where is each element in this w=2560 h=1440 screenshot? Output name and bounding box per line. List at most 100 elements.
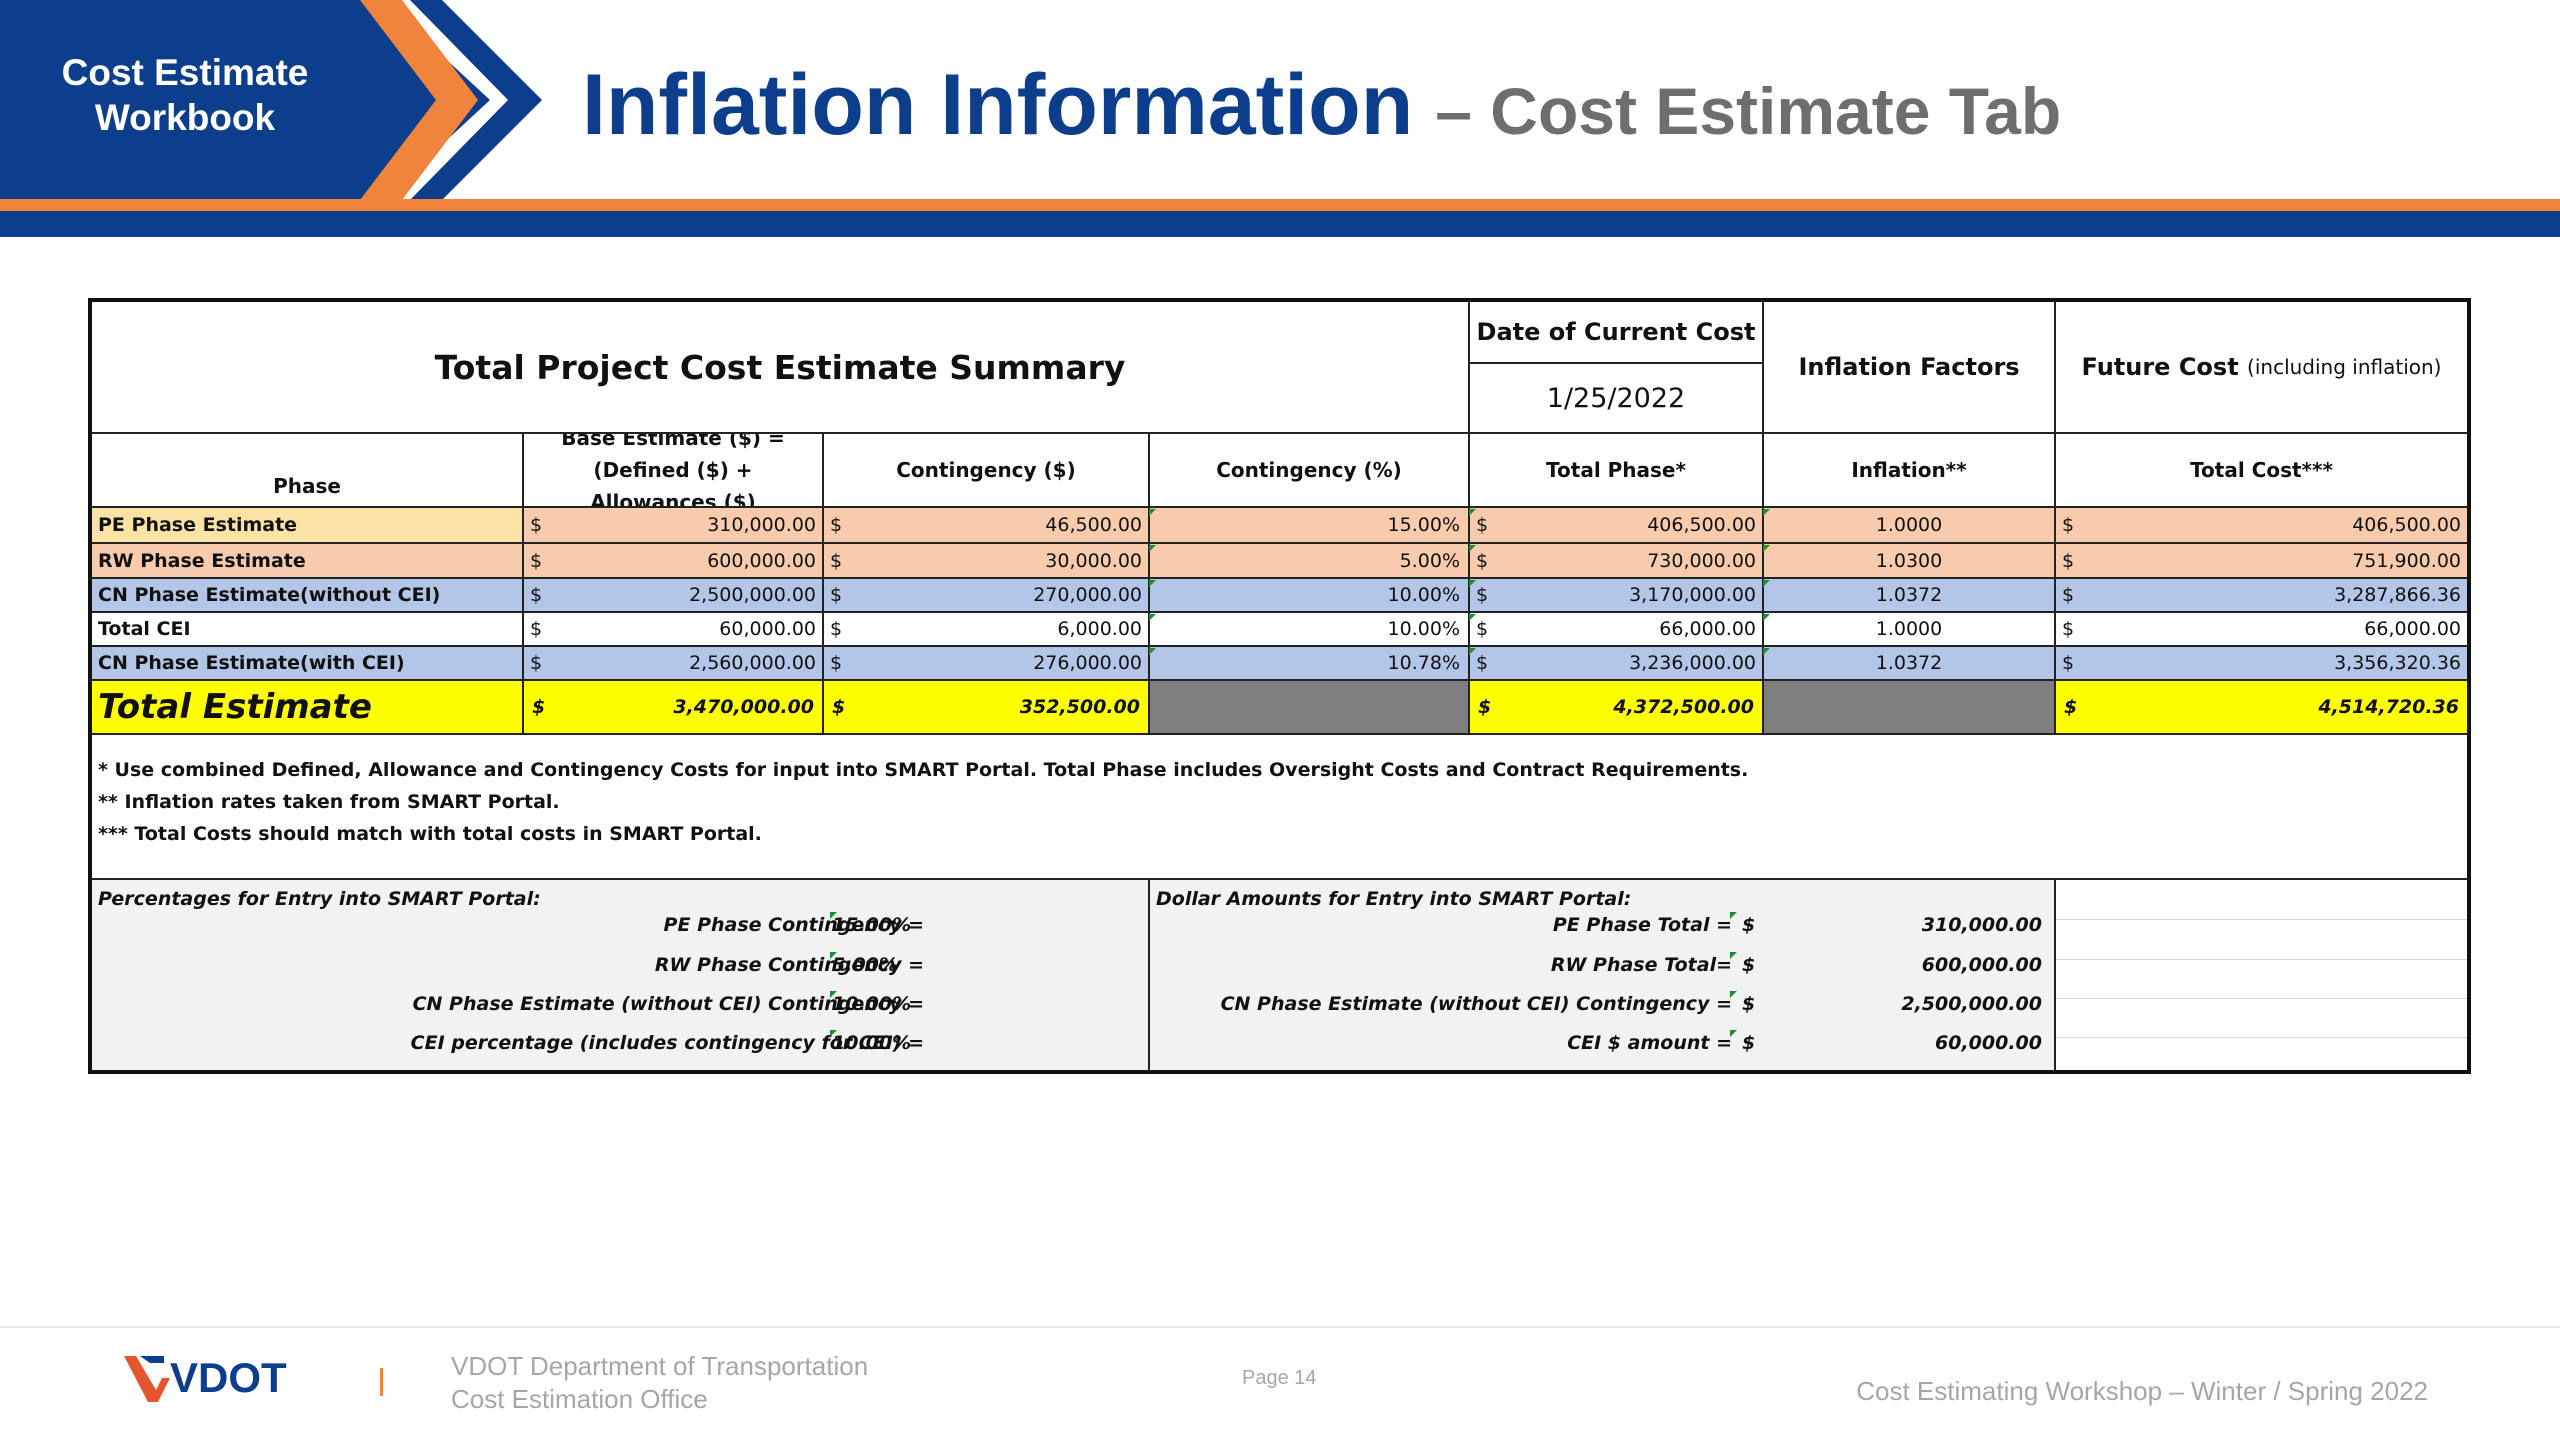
contingency-pct-cell: 10.00% (1148, 579, 1468, 613)
future-cost-header: Future Cost (including inflation) (2054, 302, 2467, 434)
note-1: * Use combined Defined, Allowance and Co… (98, 759, 1749, 781)
percent-entry-value: 10.00% (832, 993, 912, 1015)
chevron-arrow-icon (330, 0, 542, 200)
currency-symbol: $ (1476, 652, 1489, 674)
total-phase-cell: $406,500.00 (1468, 508, 1762, 544)
comment-marker-icon (1763, 614, 1770, 621)
total-cost-cell: $406,500.00 (2054, 508, 2467, 544)
header-orange-stripe (0, 199, 2560, 211)
currency-symbol: $ (830, 652, 843, 674)
currency-symbol: $ (830, 514, 843, 536)
comment-marker-icon (1469, 545, 1476, 552)
contingency-amount-cell: $276,000.00 (822, 647, 1148, 681)
future-cost-header-main: Future Cost (2081, 353, 2239, 381)
footer-event: Cost Estimating Workshop – Winter / Spri… (1856, 1376, 2428, 1406)
currency-symbol: $ (530, 584, 543, 606)
percent-entry-title: Percentages for Entry into SMART Portal: (98, 888, 541, 910)
currency-symbol: $ (830, 549, 843, 572)
currency-symbol: $ (1476, 549, 1489, 572)
total-base-cell: $3,470,000.00 (522, 681, 822, 735)
comment-marker-icon (1730, 952, 1737, 959)
col-header-contingency-pct: Contingency (%) (1148, 434, 1468, 508)
total-cost-cell: $3,287,866.36 (2054, 579, 2467, 613)
comment-marker-icon (1763, 545, 1770, 552)
col-header-base: Base Estimate ($) = (Defined ($) + Allow… (522, 434, 822, 508)
total-value: 352,500.00 (1019, 696, 1140, 718)
dollar-entry-currency: $ (1742, 993, 1756, 1015)
row-label: CN Phase Estimate(with CEI) (92, 647, 522, 681)
workbook-badge-text: Cost Estimate Workbook (61, 52, 309, 138)
currency-symbol: $ (1476, 618, 1489, 640)
total-pct-cell (1148, 681, 1468, 735)
dollar-entry-currency: $ (1742, 954, 1756, 976)
currency-symbol: $ (2062, 618, 2075, 640)
contingency-amount-value: 30,000.00 (1045, 549, 1142, 572)
comment-marker-icon (1469, 614, 1476, 621)
footer-separator (380, 1368, 383, 1396)
comment-marker-icon (1149, 545, 1156, 552)
date-header: Date of Current Cost (1468, 302, 1762, 364)
dollar-entry-currency: $ (1742, 914, 1756, 936)
total-cost-value: 751,900.00 (2352, 549, 2461, 572)
future-cost-header-note: (including inflation) (2247, 355, 2442, 379)
inflation-cell: 1.0372 (1762, 579, 2054, 613)
currency-symbol: $ (1476, 584, 1489, 606)
slide-header: Cost Estimate Workbook Inflation Informa… (0, 0, 2560, 240)
footer-department: VDOT Department of Transportation Cost E… (451, 1350, 868, 1416)
percent-entry-value: 15.00% (832, 914, 912, 936)
total-phase-cell: $66,000.00 (1468, 613, 1762, 647)
currency-symbol: $ (530, 618, 543, 640)
base-estimate-value: 2,500,000.00 (689, 584, 816, 606)
summary-title: Total Project Cost Estimate Summary (92, 302, 1468, 434)
total-value: 4,514,720.36 (2318, 696, 2459, 718)
percent-entry-value: 5.00% (832, 954, 898, 976)
row-label: Total CEI (92, 613, 522, 647)
currency-symbol: $ (832, 696, 846, 718)
inflation-cell: 1.0000 (1762, 508, 2054, 544)
comment-marker-icon (1469, 509, 1476, 516)
comment-marker-icon (830, 1030, 837, 1037)
base-estimate-cell: $2,560,000.00 (522, 647, 822, 681)
col-header-phase: Phase (92, 434, 522, 508)
currency-symbol: $ (532, 696, 546, 718)
comment-marker-icon (1469, 648, 1476, 655)
vdot-logo-text: VDOT (170, 1354, 287, 1401)
contingency-amount-value: 46,500.00 (1045, 514, 1142, 536)
inflation-factors-header: Inflation Factors (1762, 302, 2054, 434)
dollar-entry-section: Dollar Amounts for Entry into SMART Port… (1148, 880, 2054, 1070)
percent-entry-section: Percentages for Entry into SMART Portal:… (92, 880, 1148, 1070)
col-header-total-cost: Total Cost*** (2054, 434, 2467, 508)
dollar-entry-label: RW Phase Total= (1550, 954, 1732, 976)
date-value: 1/25/2022 (1468, 364, 1762, 434)
currency-symbol: $ (2062, 549, 2075, 572)
total-contingency-cell: $352,500.00 (822, 681, 1148, 735)
blank-entry-grid (2054, 880, 2467, 1070)
comment-marker-icon (1149, 648, 1156, 655)
contingency-amount-value: 270,000.00 (1033, 584, 1142, 606)
dollar-entry-value: 60,000.00 (1935, 1032, 2042, 1054)
total-value: 3,470,000.00 (673, 696, 814, 718)
dollar-entry-label: CEI $ amount = (1567, 1032, 1732, 1054)
title-sub: – Cost Estimate Tab (1435, 74, 2062, 148)
total-cost-cell: $751,900.00 (2054, 544, 2467, 579)
total-phase-cell: $3,170,000.00 (1468, 579, 1762, 613)
total-phase-value: 3,170,000.00 (1629, 584, 1756, 606)
comment-marker-icon (1730, 1030, 1737, 1037)
total-phase-value: 406,500.00 (1647, 514, 1756, 536)
inflation-cell: 1.0372 (1762, 647, 2054, 681)
dollar-entry-value: 2,500,000.00 (1901, 993, 2042, 1015)
comment-marker-icon (1469, 580, 1476, 587)
row-label: CN Phase Estimate(without CEI) (92, 579, 522, 613)
contingency-amount-value: 6,000.00 (1057, 618, 1142, 640)
dollar-entry-currency: $ (1742, 1032, 1756, 1054)
cost-estimate-sheet: Total Project Cost Estimate Summary Date… (88, 298, 2471, 1074)
currency-symbol: $ (530, 652, 543, 674)
total-cost-cell: $3,356,320.36 (2054, 647, 2467, 681)
total-cost-value: 66,000.00 (2364, 618, 2461, 640)
contingency-amount-cell: $6,000.00 (822, 613, 1148, 647)
dollar-entry-value: 600,000.00 (1921, 954, 2042, 976)
currency-symbol: $ (1476, 514, 1489, 536)
comment-marker-icon (1763, 580, 1770, 587)
currency-symbol: $ (1478, 696, 1492, 718)
base-estimate-value: 600,000.00 (707, 549, 816, 572)
